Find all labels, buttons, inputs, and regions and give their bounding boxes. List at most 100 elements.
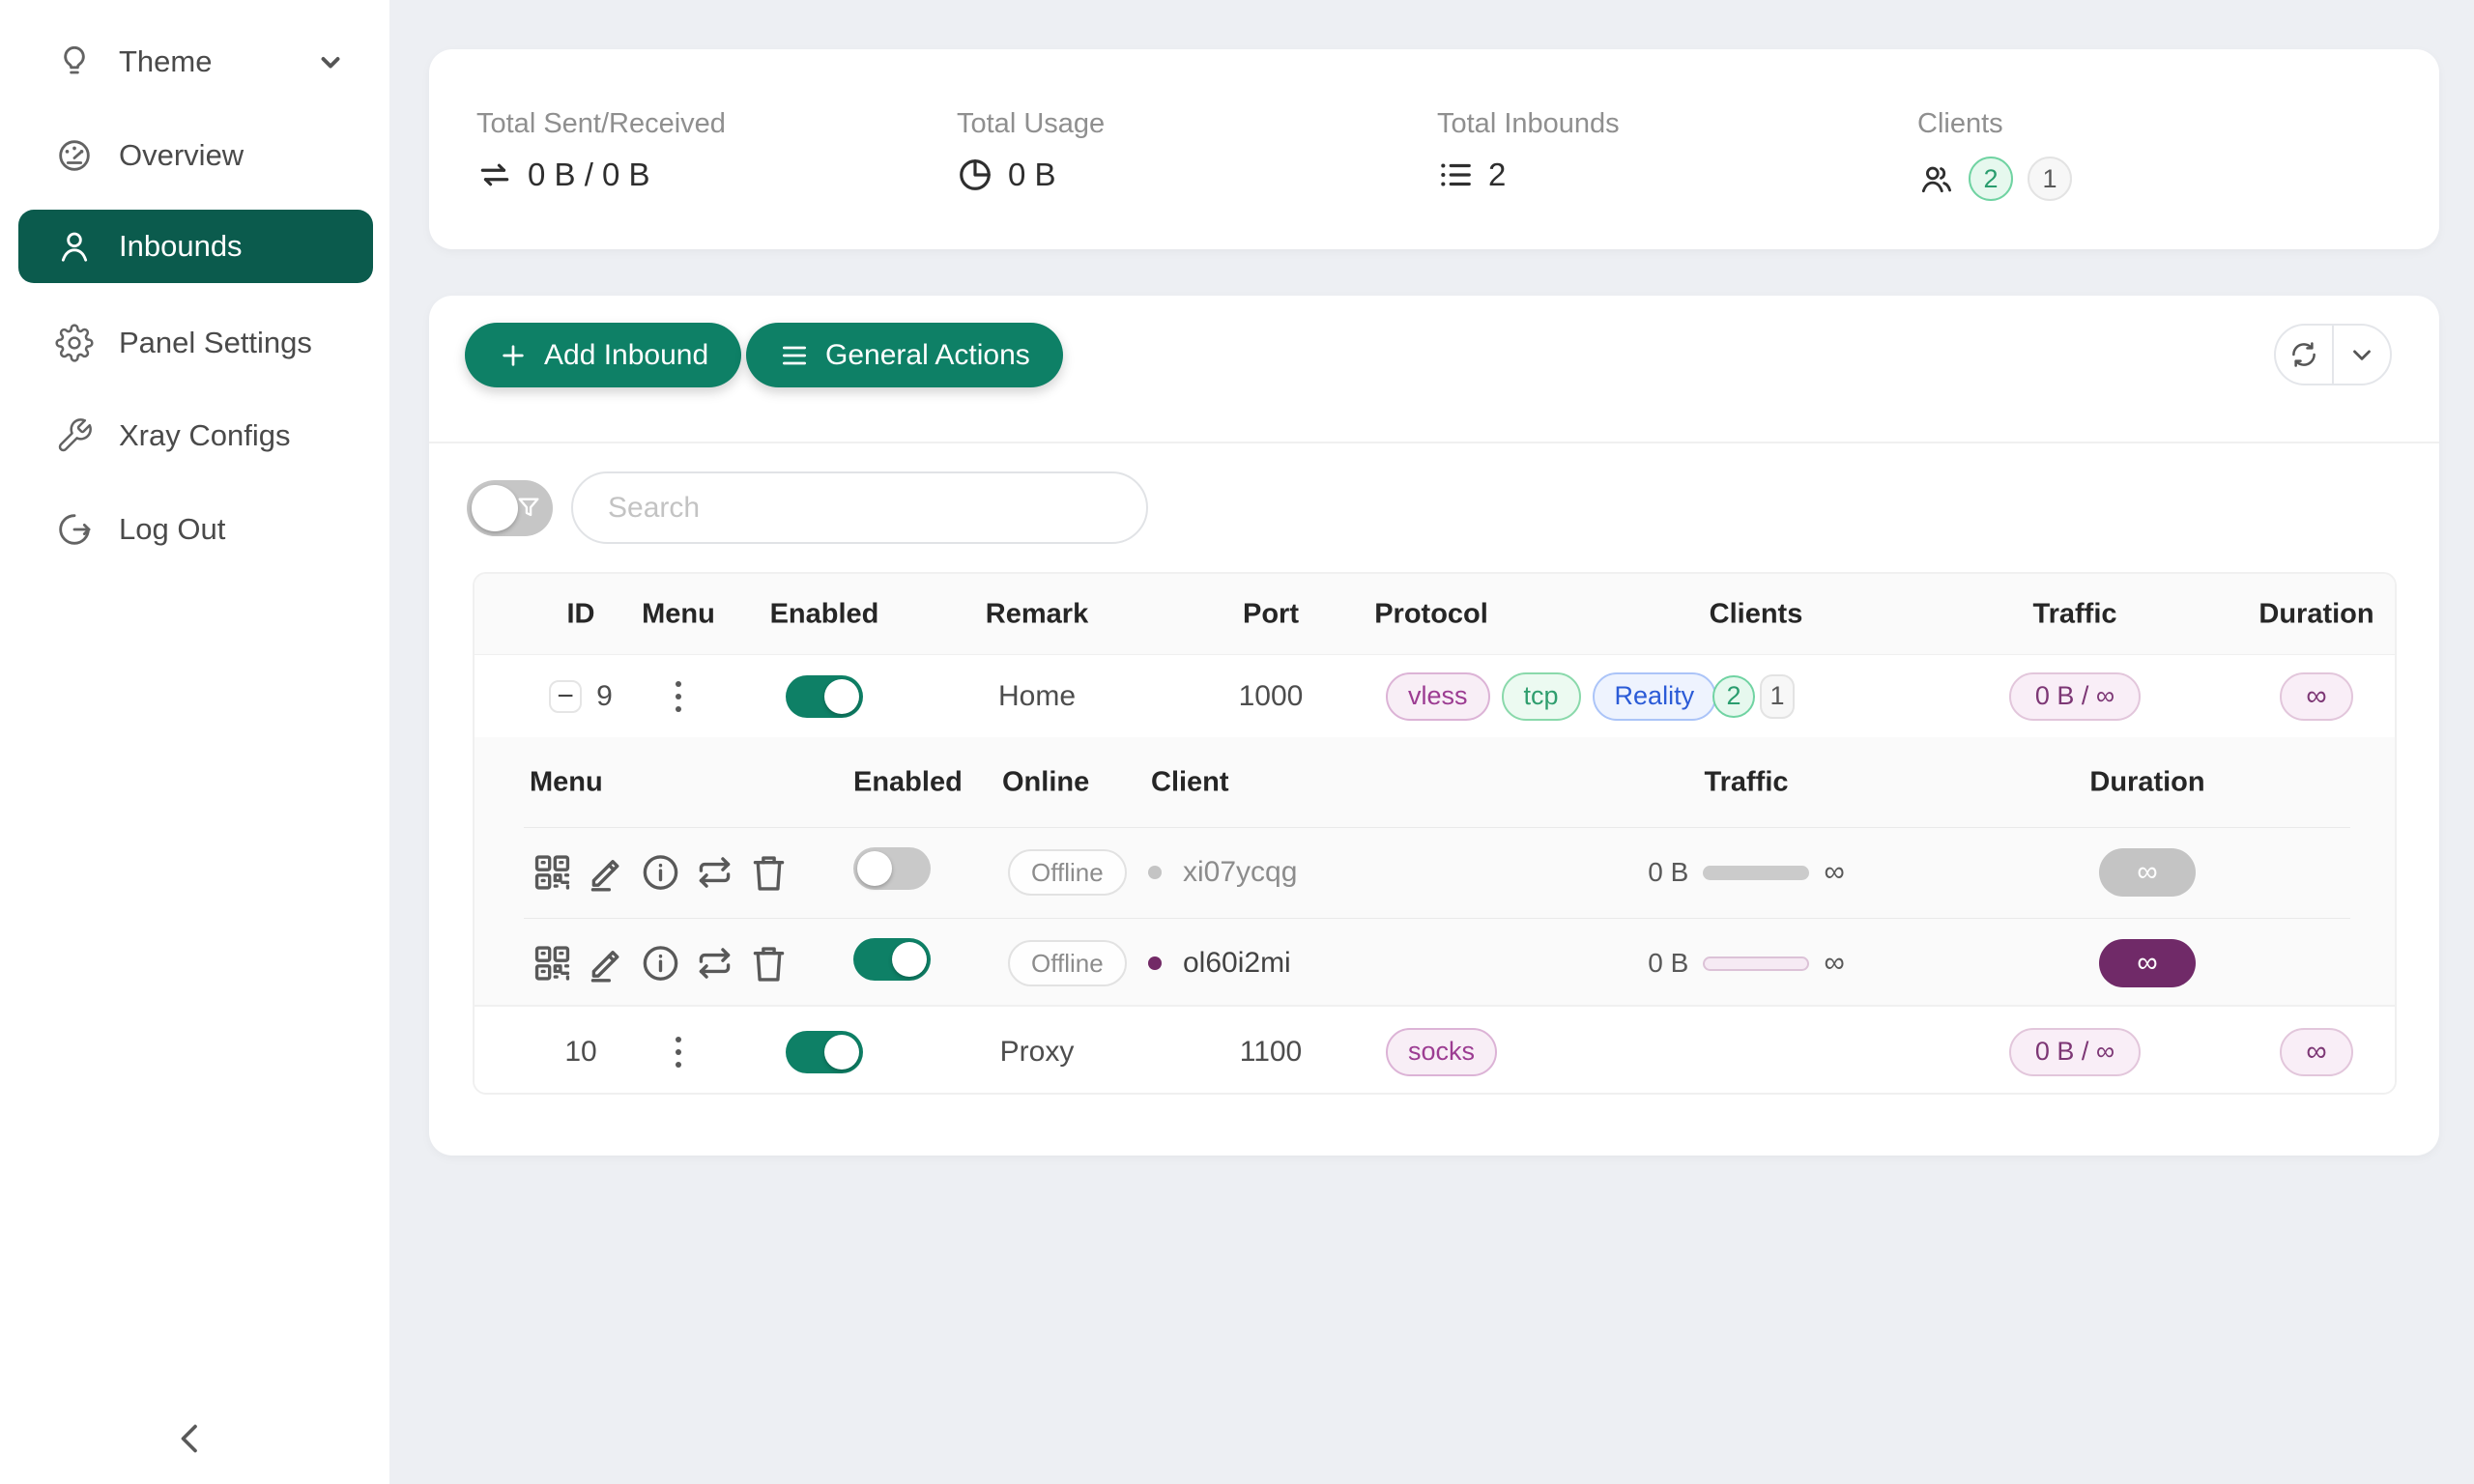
client-status-dot [1148, 956, 1162, 970]
gauge-icon [55, 136, 94, 175]
toggle-knob [472, 485, 518, 531]
online-status-badge: Offline [1008, 849, 1127, 896]
clients-inactive-badge: 1 [1760, 673, 1795, 719]
duration-pill: ∞ [2280, 1027, 2353, 1076]
header-clients: Clients [1709, 598, 1803, 629]
reset-traffic-icon[interactable] [693, 942, 736, 985]
inbound-remark: Proxy [999, 1035, 1075, 1068]
inbound-enabled-toggle[interactable] [786, 674, 863, 718]
sidebar-collapse-button[interactable] [164, 1413, 216, 1465]
toggle-knob [857, 851, 892, 886]
client-enabled-toggle[interactable] [853, 938, 931, 981]
protocol-tag-reality: Reality [1592, 671, 1717, 721]
stat-label: Total Inbounds [1437, 108, 1620, 139]
refresh-button[interactable] [2276, 326, 2332, 384]
edit-pencil-icon[interactable] [585, 942, 628, 985]
chevron-down-icon [2347, 340, 2376, 369]
expanded-client-section: Menu Enabled Online Client Traffic Durat… [475, 737, 2395, 1006]
qr-code-icon[interactable] [531, 942, 574, 985]
client-traffic-limit: ∞ [1824, 856, 1845, 888]
logout-icon [55, 510, 94, 549]
lightbulb-icon [55, 43, 94, 81]
trash-icon[interactable] [747, 942, 791, 985]
sidebar-item-label: Overview [119, 138, 245, 172]
header-port: Port [1243, 598, 1299, 629]
stat-label: Clients [1917, 108, 2003, 139]
header-menu: Menu [642, 598, 715, 629]
clients-active-badge: 2 [1712, 674, 1755, 718]
add-inbound-button[interactable]: Add Inbound [465, 323, 742, 387]
sidebar-item-inbounds[interactable]: Inbounds [18, 210, 373, 283]
wrench-icon [55, 416, 94, 455]
stat-value: 2 [1488, 157, 1507, 192]
header-client-duration: Duration [2089, 766, 2205, 797]
header-client-traffic: Traffic [1704, 766, 1789, 797]
sidebar-item-label: Xray Configs [119, 418, 291, 452]
inbound-id: 9 [596, 679, 613, 712]
sidebar-item-label: Panel Settings [119, 326, 312, 359]
stat-value: 0 B / 0 B [528, 157, 650, 192]
duration-pill: ∞ [2280, 671, 2353, 721]
traffic-pill: 0 B / ∞ [2008, 671, 2142, 721]
traffic-pill: 0 B / ∞ [2008, 1027, 2142, 1076]
refresh-dropdown-button[interactable] [2332, 326, 2390, 384]
filter-toggle[interactable] [467, 480, 553, 536]
inbound-id: 10 [564, 1035, 597, 1068]
collapse-row-button[interactable]: − [549, 679, 583, 713]
chevron-down-icon [313, 44, 348, 79]
refresh-icon [2289, 340, 2318, 369]
inbound-port: 1000 [1238, 679, 1304, 712]
stats-card: Total Sent/Received 0 B / 0 B Total Usag… [429, 49, 2439, 249]
inbound-enabled-toggle[interactable] [786, 1030, 863, 1073]
info-circle-icon[interactable] [639, 942, 682, 985]
qr-code-icon[interactable] [531, 851, 574, 895]
sidebar-item-theme[interactable]: Theme [18, 27, 373, 97]
client-traffic-limit: ∞ [1824, 947, 1845, 979]
row-menu-button[interactable] [670, 1031, 687, 1073]
add-inbound-label: Add Inbound [544, 338, 709, 371]
divider [524, 827, 2350, 828]
protocol-tag-vless: vless [1386, 671, 1490, 721]
header-client-menu: Menu [530, 766, 603, 797]
client-row-ol60i2mi: Offline ol60i2mi 0 B ∞ ∞ [475, 918, 2395, 1009]
pie-chart-icon [957, 157, 993, 193]
clients-online-badge: 2 [1969, 157, 2013, 201]
search-input[interactable] [571, 471, 1148, 544]
header-client-enabled: Enabled [853, 766, 963, 797]
plus-icon [498, 340, 529, 371]
trash-icon[interactable] [747, 851, 791, 895]
refresh-button-group [2274, 324, 2392, 385]
sidebar-item-overview[interactable]: Overview [18, 121, 373, 190]
sidebar-item-panel-settings[interactable]: Panel Settings [18, 308, 373, 378]
general-actions-label: General Actions [825, 338, 1030, 371]
sidebar-item-xray-configs[interactable]: Xray Configs [18, 401, 373, 471]
toolbar-divider [429, 442, 2439, 443]
inbound-row-9: − 9 Home 1000 vless tcp Reality 2 1 0 B … [475, 655, 2395, 737]
general-actions-button[interactable]: General Actions [746, 323, 1063, 387]
row-menu-button[interactable] [670, 675, 687, 718]
list-icon [1437, 157, 1474, 193]
sidebar-item-label: Log Out [119, 512, 226, 546]
traffic-progress-bar [1703, 865, 1810, 880]
client-table-header-row: Menu Enabled Online Client Traffic Durat… [475, 737, 2395, 827]
divider [524, 918, 2350, 919]
client-name: ol60i2mi [1183, 947, 1291, 979]
client-name: xi07ycqg [1183, 856, 1298, 888]
stat-value: 0 B [1008, 157, 1056, 192]
edit-pencil-icon[interactable] [585, 851, 628, 895]
toggle-knob [824, 1034, 859, 1070]
menu-lines-icon [779, 340, 810, 371]
table-header-row: ID Menu Enabled Remark Port Protocol Cli… [475, 574, 2395, 655]
header-remark: Remark [985, 598, 1089, 629]
traffic-progress-bar [1703, 956, 1810, 971]
clients-deactivated-badge: 1 [2028, 157, 2072, 201]
header-id: ID [566, 598, 595, 629]
info-circle-icon[interactable] [639, 851, 682, 895]
client-row-xi07ycqg: Offline xi07ycqg 0 B ∞ ∞ [475, 827, 2395, 918]
client-enabled-toggle[interactable] [853, 847, 931, 890]
inbounds-table: ID Menu Enabled Remark Port Protocol Cli… [473, 572, 2397, 1095]
sidebar-item-label: Theme [119, 44, 213, 78]
reset-traffic-icon[interactable] [693, 851, 736, 895]
client-traffic-used: 0 B [1648, 857, 1689, 887]
sidebar-item-log-out[interactable]: Log Out [18, 495, 373, 564]
